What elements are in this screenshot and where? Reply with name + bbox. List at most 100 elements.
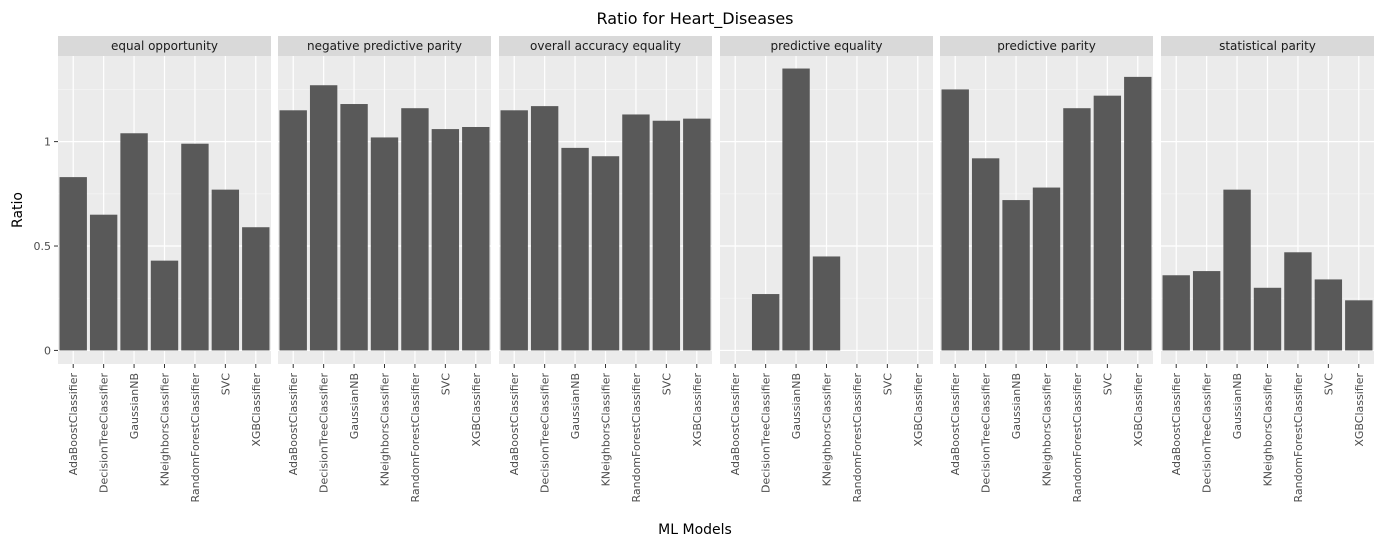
x-tick-label: DecisionTreeClassifier xyxy=(539,373,552,493)
x-tick-label: SVC xyxy=(660,373,673,396)
chart-title: Ratio for Heart_Diseases xyxy=(596,9,793,29)
facet-strip xyxy=(1161,36,1374,56)
x-tick-label: SVC xyxy=(881,373,894,396)
bar xyxy=(683,118,711,351)
facet-strip-label: statistical parity xyxy=(1219,39,1316,53)
x-tick-label: GaussianNB xyxy=(569,373,582,439)
facet-panel: statistical parity AdaBoostClassifier Deci… xyxy=(1161,36,1374,503)
x-tick-label: AdaBoostClassifier xyxy=(949,373,962,476)
x-tick-label: KNeighborsClassifier xyxy=(159,373,172,487)
bar xyxy=(1032,187,1061,351)
x-tick-label: GaussianNB xyxy=(1231,373,1244,439)
bar xyxy=(431,129,460,351)
x-tick-label: GaussianNB xyxy=(790,373,803,439)
bar xyxy=(401,108,429,351)
x-tick-label: RandomForestClassifier xyxy=(1071,373,1084,503)
bar xyxy=(1002,200,1030,351)
bar xyxy=(1223,189,1251,351)
y-axis-label: Ratio xyxy=(10,192,26,228)
facet-panel: predictive parity AdaBoostClassifier Decis… xyxy=(940,36,1153,503)
bar xyxy=(211,189,240,351)
bar xyxy=(1162,275,1190,351)
x-tick-label: RandomForestClassifier xyxy=(409,373,422,503)
facet-panel: overall accuracy equality AdaBoostClassif… xyxy=(499,36,712,503)
facet-panels: equal opportunity AdaBoostClassifier Decis… xyxy=(34,36,1374,503)
bar xyxy=(1124,76,1152,351)
y-tick-label: 0 xyxy=(44,344,51,357)
bar xyxy=(59,177,87,351)
x-axis-label: ML Models xyxy=(658,522,732,538)
bar xyxy=(242,227,270,351)
facet-strip xyxy=(940,36,1153,56)
bar xyxy=(279,110,307,351)
facet-strip-label: predictive parity xyxy=(997,39,1096,53)
facet-strip xyxy=(499,36,712,56)
facet-strip-label: overall accuracy equality xyxy=(530,39,681,53)
x-tick-label: DecisionTreeClassifier xyxy=(98,373,111,493)
bar xyxy=(89,214,118,351)
bar xyxy=(941,89,969,351)
y-tick-label: 1 xyxy=(44,136,51,149)
x-tick-label: XGBClassifier xyxy=(1353,373,1366,447)
x-tick-label: RandomForestClassifier xyxy=(189,373,202,503)
bar xyxy=(120,133,148,351)
x-tick-label: DecisionTreeClassifier xyxy=(1201,373,1214,493)
bar xyxy=(370,137,399,351)
facet-panel: negative predictive parity AdaBoostClassi… xyxy=(278,36,491,503)
x-tick-label: DecisionTreeClassifier xyxy=(318,373,331,493)
bar xyxy=(591,156,620,351)
bar xyxy=(181,143,209,351)
bar xyxy=(340,104,368,351)
x-tick-label: RandomForestClassifier xyxy=(630,373,643,503)
x-tick-label: DecisionTreeClassifier xyxy=(980,373,993,493)
x-tick-label: RandomForestClassifier xyxy=(851,373,864,503)
facet-strip xyxy=(278,36,491,56)
x-tick-label: GaussianNB xyxy=(348,373,361,439)
x-tick-label: XGBClassifier xyxy=(250,373,263,447)
bar xyxy=(150,260,179,351)
bar xyxy=(1284,252,1312,351)
facet-strip-label: equal opportunity xyxy=(111,39,218,53)
x-tick-label: KNeighborsClassifier xyxy=(600,373,613,487)
x-tick-label: SVC xyxy=(1101,373,1114,396)
x-tick-label: AdaBoostClassifier xyxy=(67,373,80,476)
x-tick-label: AdaBoostClassifier xyxy=(729,373,742,476)
x-tick-label: SVC xyxy=(219,373,232,396)
bar xyxy=(1345,300,1373,351)
bar xyxy=(1063,108,1091,351)
x-tick-label: SVC xyxy=(439,373,452,396)
bar xyxy=(622,114,650,351)
bar xyxy=(1253,287,1282,351)
x-tick-label: KNeighborsClassifier xyxy=(1041,373,1054,487)
x-tick-label: XGBClassifier xyxy=(691,373,704,447)
bar xyxy=(500,110,528,351)
bar xyxy=(751,294,780,351)
x-tick-label: GaussianNB xyxy=(1010,373,1023,439)
bar xyxy=(1314,279,1343,351)
x-tick-label: AdaBoostClassifier xyxy=(287,373,300,476)
y-tick-label: 0.5 xyxy=(34,240,52,253)
x-tick-label: XGBClassifier xyxy=(470,373,483,447)
x-tick-label: RandomForestClassifier xyxy=(1292,373,1305,503)
bar xyxy=(812,256,841,351)
bar xyxy=(561,147,589,351)
x-tick-label: GaussianNB xyxy=(128,373,141,439)
bar xyxy=(309,85,338,351)
x-tick-label: XGBClassifier xyxy=(1132,373,1145,447)
facet-strip-label: negative predictive parity xyxy=(307,39,462,53)
x-tick-label: KNeighborsClassifier xyxy=(821,373,834,487)
facet-strip xyxy=(720,36,933,56)
x-tick-label: DecisionTreeClassifier xyxy=(760,373,773,493)
bar xyxy=(971,158,1000,351)
x-tick-label: KNeighborsClassifier xyxy=(379,373,392,487)
x-tick-label: AdaBoostClassifier xyxy=(508,373,521,476)
bar xyxy=(530,106,559,351)
facet-strip-label: predictive equality xyxy=(771,39,883,53)
bar xyxy=(1093,95,1122,351)
facet-strip xyxy=(58,36,271,56)
facet-panel: equal opportunity AdaBoostClassifier Decis… xyxy=(58,36,271,503)
x-tick-label: SVC xyxy=(1322,373,1335,396)
x-tick-label: AdaBoostClassifier xyxy=(1170,373,1183,476)
